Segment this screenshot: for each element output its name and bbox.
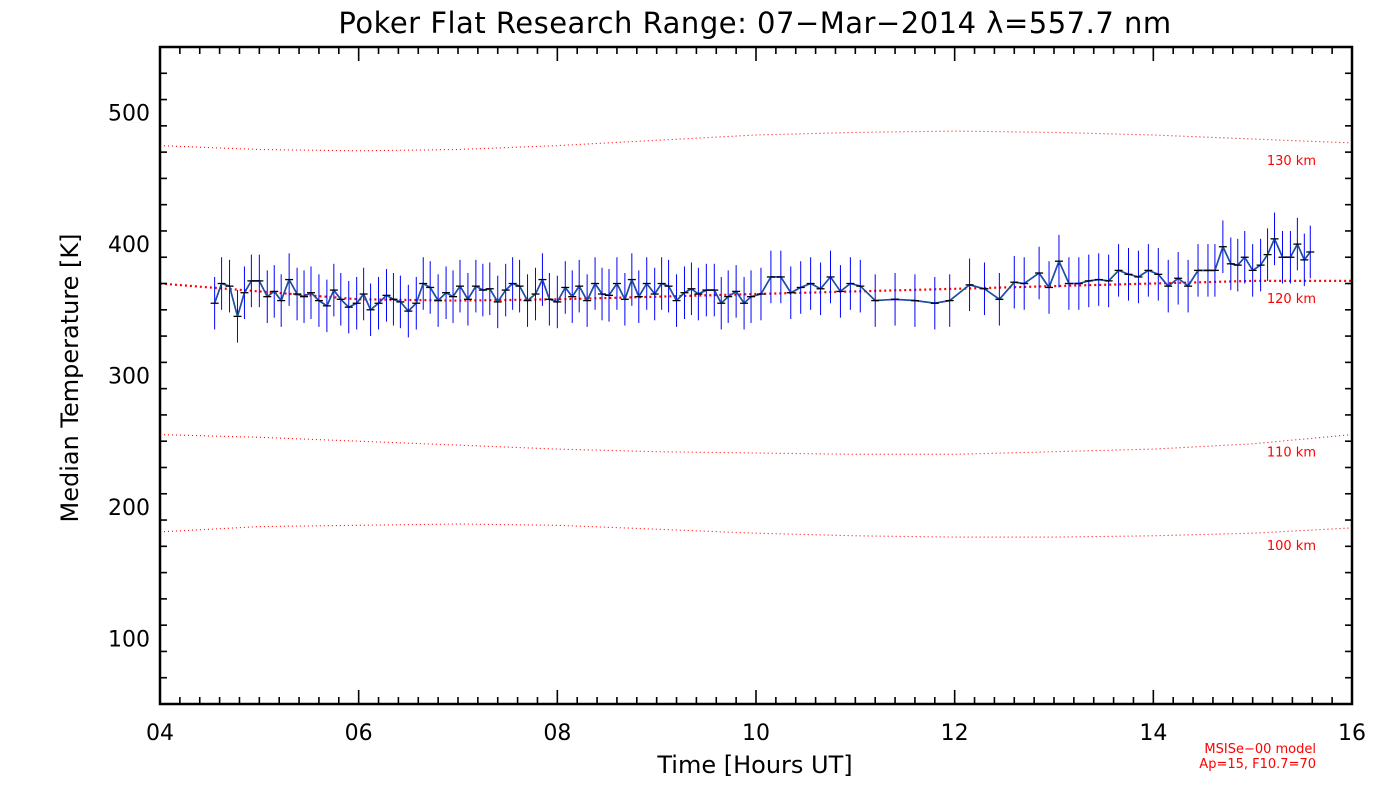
model-curve-label: 120 km <box>1267 292 1316 307</box>
model-curve <box>159 523 1353 538</box>
model-curves: 130 km 120 km 110 km 100 km <box>159 130 1353 554</box>
model-curve-label: 130 km <box>1267 154 1316 169</box>
model-curve <box>159 130 1353 152</box>
plot-frame <box>158 45 1354 706</box>
y-tick-label: 300 <box>108 365 150 390</box>
model-curve-label: 110 km <box>1267 446 1316 461</box>
model-curve <box>159 279 1352 302</box>
y-tick-label: 500 <box>108 102 150 127</box>
x-tick-label: 06 <box>345 721 373 746</box>
x-tick-label: 08 <box>543 721 571 746</box>
x-tick-label: 04 <box>146 721 174 746</box>
footnote-model: MSISe−00 model <box>1204 742 1316 757</box>
series-line <box>214 237 1311 319</box>
model-curve-label: 100 km <box>1267 539 1316 554</box>
x-tick-label: 12 <box>941 721 969 746</box>
footnote-params: Ap=15, F10.7=70 <box>1199 757 1316 772</box>
x-axis-label: Time [Hours UT] <box>656 751 852 779</box>
x-tick-label: 10 <box>742 721 770 746</box>
y-tick-label: 100 <box>108 627 150 652</box>
data-series <box>210 212 1315 343</box>
chart-title: Poker Flat Research Range: 07−Mar−2014 λ… <box>338 6 1171 40</box>
model-curve <box>159 434 1353 455</box>
x-tick-label: 16 <box>1338 721 1366 746</box>
x-tick-label: 14 <box>1139 721 1167 746</box>
y-axis-label: Median Temperature [K] <box>56 233 84 522</box>
axes: 04 06 08 10 12 14 16 100 200 300 400 500 <box>108 46 1366 746</box>
y-tick-label: 400 <box>108 233 150 258</box>
y-tick-label: 200 <box>108 496 150 521</box>
